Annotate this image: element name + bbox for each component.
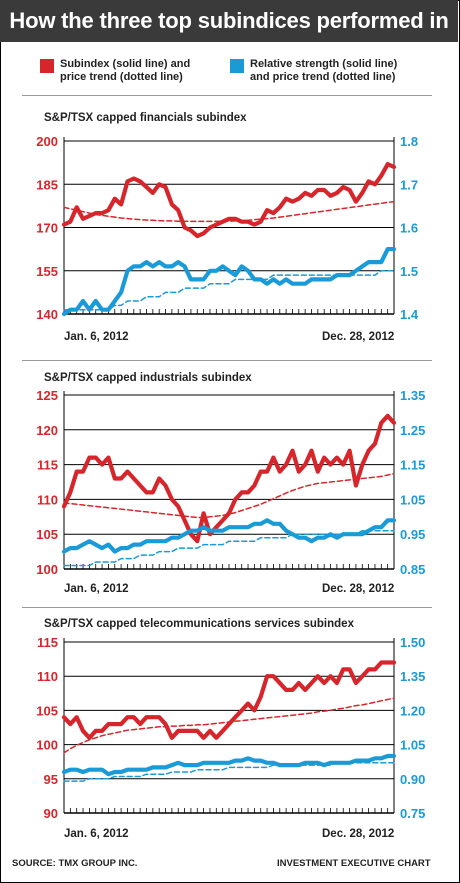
industrials-start-date: Jan. 6, 2012 xyxy=(64,583,129,595)
left-tick-label: 170 xyxy=(36,221,58,236)
left-tick-label: 100 xyxy=(36,738,58,753)
relative-strength-solid-line xyxy=(61,247,397,317)
relative-strength-dotted-line xyxy=(63,762,395,782)
subindex-legend-text: Subindex (solid line) and price trend (d… xyxy=(60,58,190,84)
right-tick-label: 1.4 xyxy=(400,307,419,322)
relative-legend-swatch xyxy=(230,59,244,73)
left-tick-label: 125 xyxy=(36,388,58,403)
left-tick-label: 100 xyxy=(36,562,58,577)
left-tick-label: 105 xyxy=(36,527,58,542)
right-tick-label: 1.7 xyxy=(400,177,418,192)
telecom-panel-title: S&P/TSX capped telecommunications servic… xyxy=(44,618,354,630)
right-tick-label: 1.35 xyxy=(400,388,425,403)
left-tick-label: 120 xyxy=(36,423,58,438)
right-tick-label: 0.95 xyxy=(400,527,425,542)
subindex-legend-line2: price trend (dotted line) xyxy=(60,71,183,83)
left-tick-label: 185 xyxy=(36,177,58,192)
subindex-dotted-line xyxy=(63,200,395,223)
left-tick-label: 140 xyxy=(36,307,58,322)
right-tick-label: 0.75 xyxy=(400,806,425,821)
telecom-start-date: Jan. 6, 2012 xyxy=(64,828,129,840)
right-tick-label: 1.50 xyxy=(400,635,425,650)
panel-divider xyxy=(22,360,432,361)
financials-panel-title: S&P/TSX capped financials subindex xyxy=(44,112,247,124)
financials-end-date: Dec. 28, 2012 xyxy=(322,331,395,343)
relative-legend-line1: Relative strength (solid line) xyxy=(250,58,398,70)
right-tick-label: 1.5 xyxy=(400,264,418,279)
left-tick-label: 200 xyxy=(36,134,58,149)
left-tick-label: 95 xyxy=(44,772,58,787)
industrials-end-date: Dec. 28, 2012 xyxy=(322,583,395,595)
left-tick-label: 105 xyxy=(36,703,58,718)
right-tick-label: 1.25 xyxy=(400,423,425,438)
telecom-end-date: Dec. 28, 2012 xyxy=(322,828,395,840)
right-tick-label: 1.05 xyxy=(400,492,425,507)
subindex-solid-line xyxy=(61,413,397,544)
subindex-legend-line1: Subindex (solid line) and xyxy=(60,58,191,70)
relative-strength-solid-line xyxy=(61,518,397,554)
subindex-legend-swatch xyxy=(40,59,54,73)
panel-divider xyxy=(22,607,432,608)
subindex-solid-line xyxy=(61,162,397,239)
page-title: How the three top subindices performed i… xyxy=(0,0,458,75)
left-tick-label: 115 xyxy=(37,458,58,473)
subindex-dotted-line xyxy=(63,697,395,754)
right-tick-label: 1.05 xyxy=(400,738,425,753)
right-tick-label: 1.6 xyxy=(400,221,418,236)
panel-divider xyxy=(22,95,432,96)
industrials-panel-title: S&P/TSX capped industrials subindex xyxy=(44,372,252,384)
left-tick-label: 155 xyxy=(36,264,58,279)
relative-strength-dotted-line xyxy=(63,270,395,311)
relative-legend-line2: and price trend (dotted line) xyxy=(250,71,396,83)
financials-start-date: Jan. 6, 2012 xyxy=(64,331,129,343)
left-tick-label: 90 xyxy=(44,806,58,821)
right-tick-label: 1.35 xyxy=(400,669,425,684)
source-note: SOURCE: TMX GROUP INC. xyxy=(12,858,138,869)
relative-legend-text: Relative strength (solid line) and price… xyxy=(250,58,397,84)
subindex-solid-line xyxy=(61,660,397,740)
left-tick-label: 110 xyxy=(37,492,58,507)
chart-credit: INVESTMENT EXECUTIVE CHART xyxy=(277,858,431,869)
subindex-dotted-line xyxy=(63,472,395,519)
right-tick-label: 1.8 xyxy=(400,134,418,149)
right-tick-label: 0.85 xyxy=(400,562,425,577)
right-tick-label: 1.20 xyxy=(400,703,425,718)
left-tick-label: 115 xyxy=(37,635,58,650)
right-tick-label: 0.90 xyxy=(400,772,425,787)
left-tick-label: 110 xyxy=(37,669,58,684)
relative-strength-dotted-line xyxy=(63,529,395,567)
relative-strength-solid-line xyxy=(61,753,397,777)
right-tick-label: 1.15 xyxy=(400,458,425,473)
